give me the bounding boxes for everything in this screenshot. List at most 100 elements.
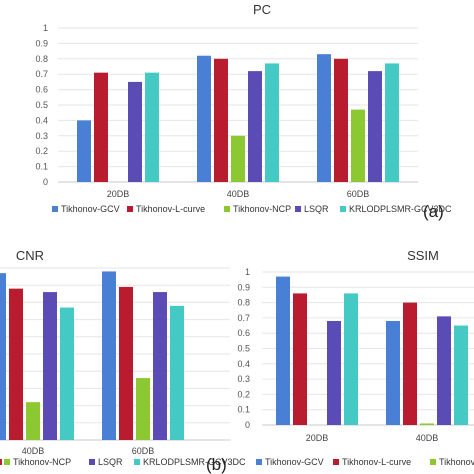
bar-krlodplsmr-gcv3dc-40db (265, 63, 279, 182)
legend-swatch-tikhonov-gcv (52, 206, 58, 212)
category-label: 20DB (107, 189, 130, 199)
panel-label-a: (a) (423, 202, 444, 221)
bar-tikhonov-gcv-20db (77, 120, 91, 182)
y-tick-label: 0.9 (35, 38, 48, 48)
chart-cnr-categories: 40DB 60DB (22, 446, 155, 456)
bar-krlodplsmr-gcv3dc-20db (145, 72, 159, 182)
legend-swatch-lsqr (295, 206, 301, 212)
chart-cnr-bars (0, 271, 184, 440)
y-tick-label: 0.6 (35, 85, 48, 95)
bar-krlodplsmr-gcv3dc-40db (454, 325, 468, 425)
legend-label-tikhonov-gcv: Tikhonov-GCV (265, 457, 324, 467)
y-tick-label: 0.3 (35, 131, 48, 141)
y-tick-label: 0.3 (237, 374, 250, 384)
bar-tikhonov-gcv-60db (317, 54, 331, 182)
chart-pc-y-ticks: 0 0.1 0.2 0.3 0.4 0.5 0.6 0.7 0.8 0.9 1 (35, 23, 48, 187)
category-label: 60DB (347, 189, 370, 199)
bar-tikhonov-ncp-60db (351, 109, 365, 182)
y-tick-label: 0.2 (35, 146, 48, 156)
legend-label-krlodplsmr-gcv3dc: KRLODPLSMR-GCV3DC (349, 204, 452, 214)
bar-tikhonov-ncp-40db (231, 135, 245, 182)
y-tick-label: 0.5 (35, 100, 48, 110)
legend-swatch-tikhonov-ncp (430, 459, 436, 465)
legend-label-lsqr: LSQR (304, 204, 329, 214)
chart-ssim-categories: 20DB 40DB (306, 433, 439, 443)
bar-tikhonov-l-curve-20db (94, 72, 108, 182)
y-tick-label: 0.7 (237, 313, 250, 323)
legend-label-tikhonov-ncp: Tikhonov-NCP (13, 457, 71, 467)
bar-tikhonov-l-curve-40db (403, 302, 417, 425)
bar-lsqr-20db (327, 320, 341, 425)
legend-label-tikhonov-l-curve: Tikhonov-L-curve (136, 204, 205, 214)
bar-tikhonov-gcv-20db (276, 276, 290, 425)
bar-tikhonov-l-curve-60db (119, 286, 133, 440)
legend-label-lsqr: LSQR (98, 457, 123, 467)
bar-lsqr-60db (153, 292, 167, 440)
chart-cnr-legend: Tikhonov-NCP LSQR KRLODPLSMR-GCV3DC (0, 457, 246, 467)
chart-ssim-bars (276, 276, 468, 425)
bar-krlodplsmr-gcv3dc-20db (344, 293, 358, 425)
bar-tikhonov-l-curve-40db (214, 58, 228, 182)
panel-label-b: (b) (206, 455, 227, 474)
y-tick-label: 0.1 (237, 405, 250, 415)
chart-pc-legend: Tikhonov-GCV Tikhonov-L-curve Tikhonov-NCP… (52, 204, 452, 214)
category-label: 60DB (132, 446, 155, 456)
y-tick-label: 0.9 (237, 282, 250, 292)
bar-tikhonov-gcv-40db (0, 273, 6, 440)
chart-pc-categories: 20DB 40DB 60DB (107, 189, 370, 199)
bar-lsqr-60db (368, 71, 382, 182)
bar-tikhonov-ncp-40db (26, 402, 40, 440)
bar-tikhonov-ncp-40db (420, 423, 434, 425)
y-tick-label: 0.7 (35, 69, 48, 79)
bar-krlodplsmr-gcv3dc-60db (385, 63, 399, 182)
legend-swatch-krlodplsmr-gcv3dc (134, 459, 140, 465)
legend-swatch-partial (0, 459, 2, 465)
y-tick-label: 0.8 (237, 298, 250, 308)
legend-label-tikhonov-gcv: Tikhonov-GCV (61, 204, 120, 214)
bar-lsqr-40db (437, 316, 451, 425)
chart-pc-gridlines (58, 27, 418, 183)
y-tick-label: 0.2 (237, 389, 250, 399)
chart-pc: PC 0 0.1 0.2 0.3 0.4 0.5 0.6 0.7 0.8 0.9 1 20DB 40D… (35, 2, 452, 221)
bar-tikhonov-gcv-40db (386, 320, 400, 425)
chart-pc-title: PC (253, 2, 271, 17)
chart-ssim-title: SSIM (407, 248, 439, 263)
legend-swatch-tikhonov-l-curve (127, 206, 133, 212)
bar-lsqr-40db (43, 292, 57, 440)
y-tick-label: 1 (43, 23, 48, 33)
y-tick-label: 0.5 (237, 344, 250, 354)
bar-tikhonov-gcv-60db (102, 271, 116, 440)
bar-krlodplsmr-gcv3dc-60db (170, 305, 184, 440)
bar-tikhonov-l-curve-40db (9, 288, 23, 440)
y-tick-label: 0.6 (237, 328, 250, 338)
legend-label-tikhonov-ncp: Tikhonov-NCP (233, 204, 291, 214)
legend-label-tikhonov-l-curve: Tikhonov-L-curve (342, 457, 411, 467)
category-label: 40DB (227, 189, 250, 199)
bar-tikhonov-gcv-40db (197, 55, 211, 182)
bar-krlodplsmr-gcv3dc-40db (60, 307, 74, 440)
legend-swatch-lsqr (89, 459, 95, 465)
bar-lsqr-40db (248, 71, 262, 182)
bar-tikhonov-l-curve-60db (334, 58, 348, 182)
legend-label-krlodplsmr-gcv3dc: KRLODPLSMR-GCV3DC (143, 457, 246, 467)
y-tick-label: 1 (245, 267, 250, 277)
legend-swatch-tikhonov-l-curve (333, 459, 339, 465)
category-label: 40DB (22, 446, 45, 456)
bar-lsqr-20db (128, 81, 142, 182)
y-tick-label: 0.4 (237, 359, 250, 369)
legend-swatch-tikhonov-ncp (4, 459, 10, 465)
category-label: 40DB (416, 433, 439, 443)
bar-tikhonov-l-curve-20db (293, 293, 307, 425)
chart-cnr: CNR 40DB 60DB Tikhonov-NCP LSQR KRLODPLSMR-… (0, 248, 246, 474)
legend-swatch-krlodplsmr-gcv3dc (340, 206, 346, 212)
y-tick-label: 0.4 (35, 115, 48, 125)
y-tick-label: 0.8 (35, 54, 48, 64)
bar-tikhonov-ncp-60db (136, 378, 150, 440)
chart-ssim-legend: Tikhonov-GCV Tikhonov-L-curve Tikhonov-NCP (256, 457, 474, 467)
y-tick-label: 0 (245, 420, 250, 430)
category-label: 20DB (306, 433, 329, 443)
legend-swatch-tikhonov-gcv (256, 459, 262, 465)
chart-pc-bars (77, 54, 399, 182)
y-tick-label: 0.1 (35, 162, 48, 172)
